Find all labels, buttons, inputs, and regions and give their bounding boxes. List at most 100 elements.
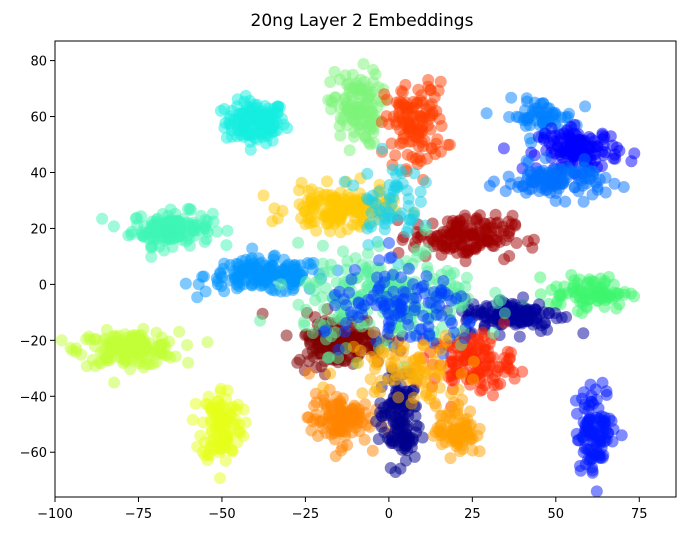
cluster-1 <box>96 202 234 263</box>
data-point <box>303 367 315 380</box>
data-point <box>332 343 345 356</box>
data-point <box>577 135 590 148</box>
data-point <box>215 425 228 438</box>
data-point <box>441 138 454 151</box>
data-point <box>239 416 252 429</box>
data-point <box>603 291 616 304</box>
data-point <box>318 303 331 315</box>
data-point <box>534 288 547 301</box>
data-point <box>367 63 380 76</box>
data-point <box>352 197 365 210</box>
data-point <box>467 373 480 386</box>
data-point <box>560 140 573 152</box>
data-point <box>374 406 387 419</box>
data-point <box>401 312 414 325</box>
data-point <box>218 257 231 270</box>
data-point <box>225 130 238 143</box>
data-point <box>579 458 592 471</box>
axes-frame <box>54 40 677 498</box>
data-point <box>362 194 375 206</box>
data-point <box>529 303 542 316</box>
data-point <box>628 147 641 160</box>
data-point <box>439 242 452 255</box>
data-point <box>329 288 341 301</box>
data-point <box>382 212 395 225</box>
data-point <box>405 371 418 384</box>
data-point <box>561 110 574 123</box>
data-point <box>412 83 425 96</box>
data-point <box>328 65 341 78</box>
data-point <box>312 191 325 203</box>
data-point <box>347 218 359 231</box>
data-point <box>416 431 429 444</box>
data-point <box>55 334 68 347</box>
data-point <box>282 258 295 271</box>
data-point <box>348 130 360 143</box>
data-point <box>577 195 590 208</box>
y-tick-label: 80 <box>30 55 47 70</box>
data-point <box>355 302 368 315</box>
cluster-3 <box>55 322 214 389</box>
data-point <box>381 93 394 106</box>
data-point <box>298 319 311 332</box>
data-point <box>374 397 387 410</box>
data-point <box>597 139 610 152</box>
data-point <box>455 290 468 303</box>
data-point <box>306 327 319 339</box>
data-point <box>576 307 589 319</box>
data-point <box>338 175 351 188</box>
data-point <box>437 275 450 287</box>
data-point <box>408 450 421 463</box>
data-point <box>324 367 337 380</box>
data-point <box>315 360 328 373</box>
data-point <box>491 216 504 229</box>
data-point <box>449 407 461 419</box>
data-point <box>547 164 559 177</box>
data-point <box>458 332 471 344</box>
data-point <box>215 398 228 411</box>
data-point <box>534 271 547 284</box>
data-point <box>610 302 623 315</box>
data-point <box>181 339 194 351</box>
data-point <box>383 320 396 333</box>
data-point <box>329 326 342 339</box>
data-point <box>340 299 353 312</box>
data-point <box>435 284 448 296</box>
data-point <box>440 335 453 348</box>
data-point <box>215 409 228 422</box>
data-point <box>362 294 375 306</box>
data-point <box>163 335 176 348</box>
data-point <box>412 109 424 122</box>
y-tick-label: −60 <box>20 446 47 461</box>
data-point <box>547 109 559 122</box>
data-point <box>383 189 396 202</box>
data-point <box>70 345 83 358</box>
x-tick-label: −100 <box>37 507 73 522</box>
data-point <box>366 444 379 457</box>
data-point <box>225 401 238 414</box>
data-point <box>578 161 591 174</box>
data-point <box>367 76 380 89</box>
data-point <box>522 235 534 248</box>
data-point <box>568 150 581 163</box>
data-point <box>184 204 197 216</box>
data-point <box>408 304 421 317</box>
data-point <box>348 263 361 276</box>
data-point <box>458 209 471 222</box>
data-point <box>246 242 259 255</box>
data-point <box>469 243 482 256</box>
data-point <box>498 316 511 329</box>
data-point <box>211 278 224 291</box>
data-point <box>466 444 479 457</box>
data-point <box>149 226 162 239</box>
data-point <box>373 352 386 365</box>
data-point <box>408 167 421 180</box>
data-point <box>590 485 603 498</box>
data-point <box>184 218 197 231</box>
data-point <box>535 319 548 332</box>
data-point <box>487 327 500 340</box>
data-point <box>498 307 511 320</box>
y-tick-label: −40 <box>20 390 47 405</box>
data-point <box>376 142 389 155</box>
data-point <box>577 327 590 340</box>
